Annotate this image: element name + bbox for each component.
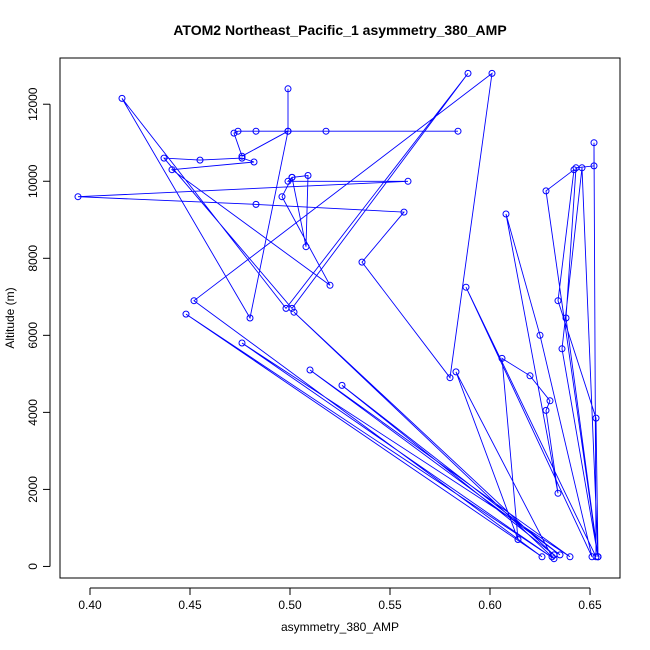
data-point: [284, 85, 292, 93]
data-point: [462, 283, 470, 291]
data-point: [290, 308, 298, 316]
data-point: [542, 406, 550, 414]
data-point: [578, 164, 586, 172]
data-point: [230, 129, 238, 137]
data-point: [464, 69, 472, 77]
data-point: [168, 166, 176, 174]
data-point: [234, 127, 242, 135]
data-point: [536, 331, 544, 339]
plot-frame: [59, 57, 621, 579]
data-point: [250, 158, 258, 166]
y-tick-label: 6000: [26, 322, 40, 349]
x-tick-label: 0.40: [78, 598, 102, 612]
data-point: [592, 414, 600, 422]
data-point: [288, 173, 296, 181]
series-line: [77, 72, 599, 560]
data-point: [542, 187, 550, 195]
y-tick-label: 12000: [26, 87, 40, 121]
data-point: [550, 555, 558, 563]
data-point: [498, 354, 506, 362]
data-point: [488, 69, 496, 77]
chart-title: ATOM2 Northeast_Pacific_1 asymmetry_380_…: [173, 22, 506, 38]
y-axis-label: Altitude (m): [3, 287, 17, 348]
data-point: [182, 310, 190, 318]
data-point: [514, 536, 522, 543]
data-point: [302, 243, 310, 251]
data-point: [326, 281, 334, 289]
y-tick-label: 8000: [26, 245, 40, 272]
data-point: [288, 304, 296, 312]
y-tick-label: 4000: [26, 399, 40, 426]
data-point: [246, 314, 254, 322]
data-point: [196, 156, 204, 164]
data-point: [590, 162, 598, 170]
data-point: [570, 166, 578, 174]
data-point: [404, 177, 412, 185]
data-point: [306, 366, 314, 374]
data-point: [502, 210, 510, 218]
data-point: [562, 314, 570, 322]
data-point: [590, 139, 598, 147]
data-point: [566, 553, 574, 561]
data-point: [190, 297, 198, 305]
y-axis: 0 2000 4000 6000 8000 10000 12000: [26, 87, 51, 570]
data-point: [594, 553, 602, 561]
x-tick-label: 0.55: [378, 598, 402, 612]
x-tick-label: 0.50: [278, 598, 302, 612]
data-point: [252, 200, 260, 208]
data-point: [538, 553, 546, 561]
y-tick-label: 10000: [26, 164, 40, 198]
data-point: [550, 551, 558, 559]
data-series: [74, 69, 602, 563]
data-point: [546, 397, 554, 405]
data-point: [278, 193, 286, 201]
data-point: [452, 368, 460, 376]
data-point: [238, 152, 246, 160]
data-point: [238, 339, 246, 347]
data-point: [446, 374, 454, 382]
data-point: [304, 172, 312, 179]
x-axis: 0.40 0.45 0.50 0.55 0.60 0.65: [78, 587, 602, 612]
data-point: [554, 489, 562, 497]
data-point: [284, 177, 292, 185]
data-point: [554, 297, 562, 305]
data-point: [400, 208, 408, 216]
data-point: [322, 127, 330, 135]
data-point: [252, 127, 260, 135]
data-point: [358, 258, 366, 266]
data-point: [74, 193, 82, 201]
data-point: [454, 127, 462, 135]
x-axis-label: asymmetry_380_AMP: [281, 620, 399, 634]
data-point: [592, 553, 600, 561]
data-point: [238, 154, 246, 162]
data-point: [338, 381, 346, 389]
x-tick-label: 0.60: [478, 598, 502, 612]
data-point: [548, 553, 556, 561]
y-tick-label: 2000: [26, 476, 40, 503]
data-point: [284, 127, 292, 135]
x-tick-label: 0.45: [178, 598, 202, 612]
data-point: [160, 154, 168, 162]
data-point: [558, 345, 566, 353]
y-tick-label: 0: [26, 563, 40, 570]
x-tick-label: 0.65: [578, 598, 602, 612]
data-point: [526, 372, 534, 380]
data-point: [118, 94, 126, 102]
